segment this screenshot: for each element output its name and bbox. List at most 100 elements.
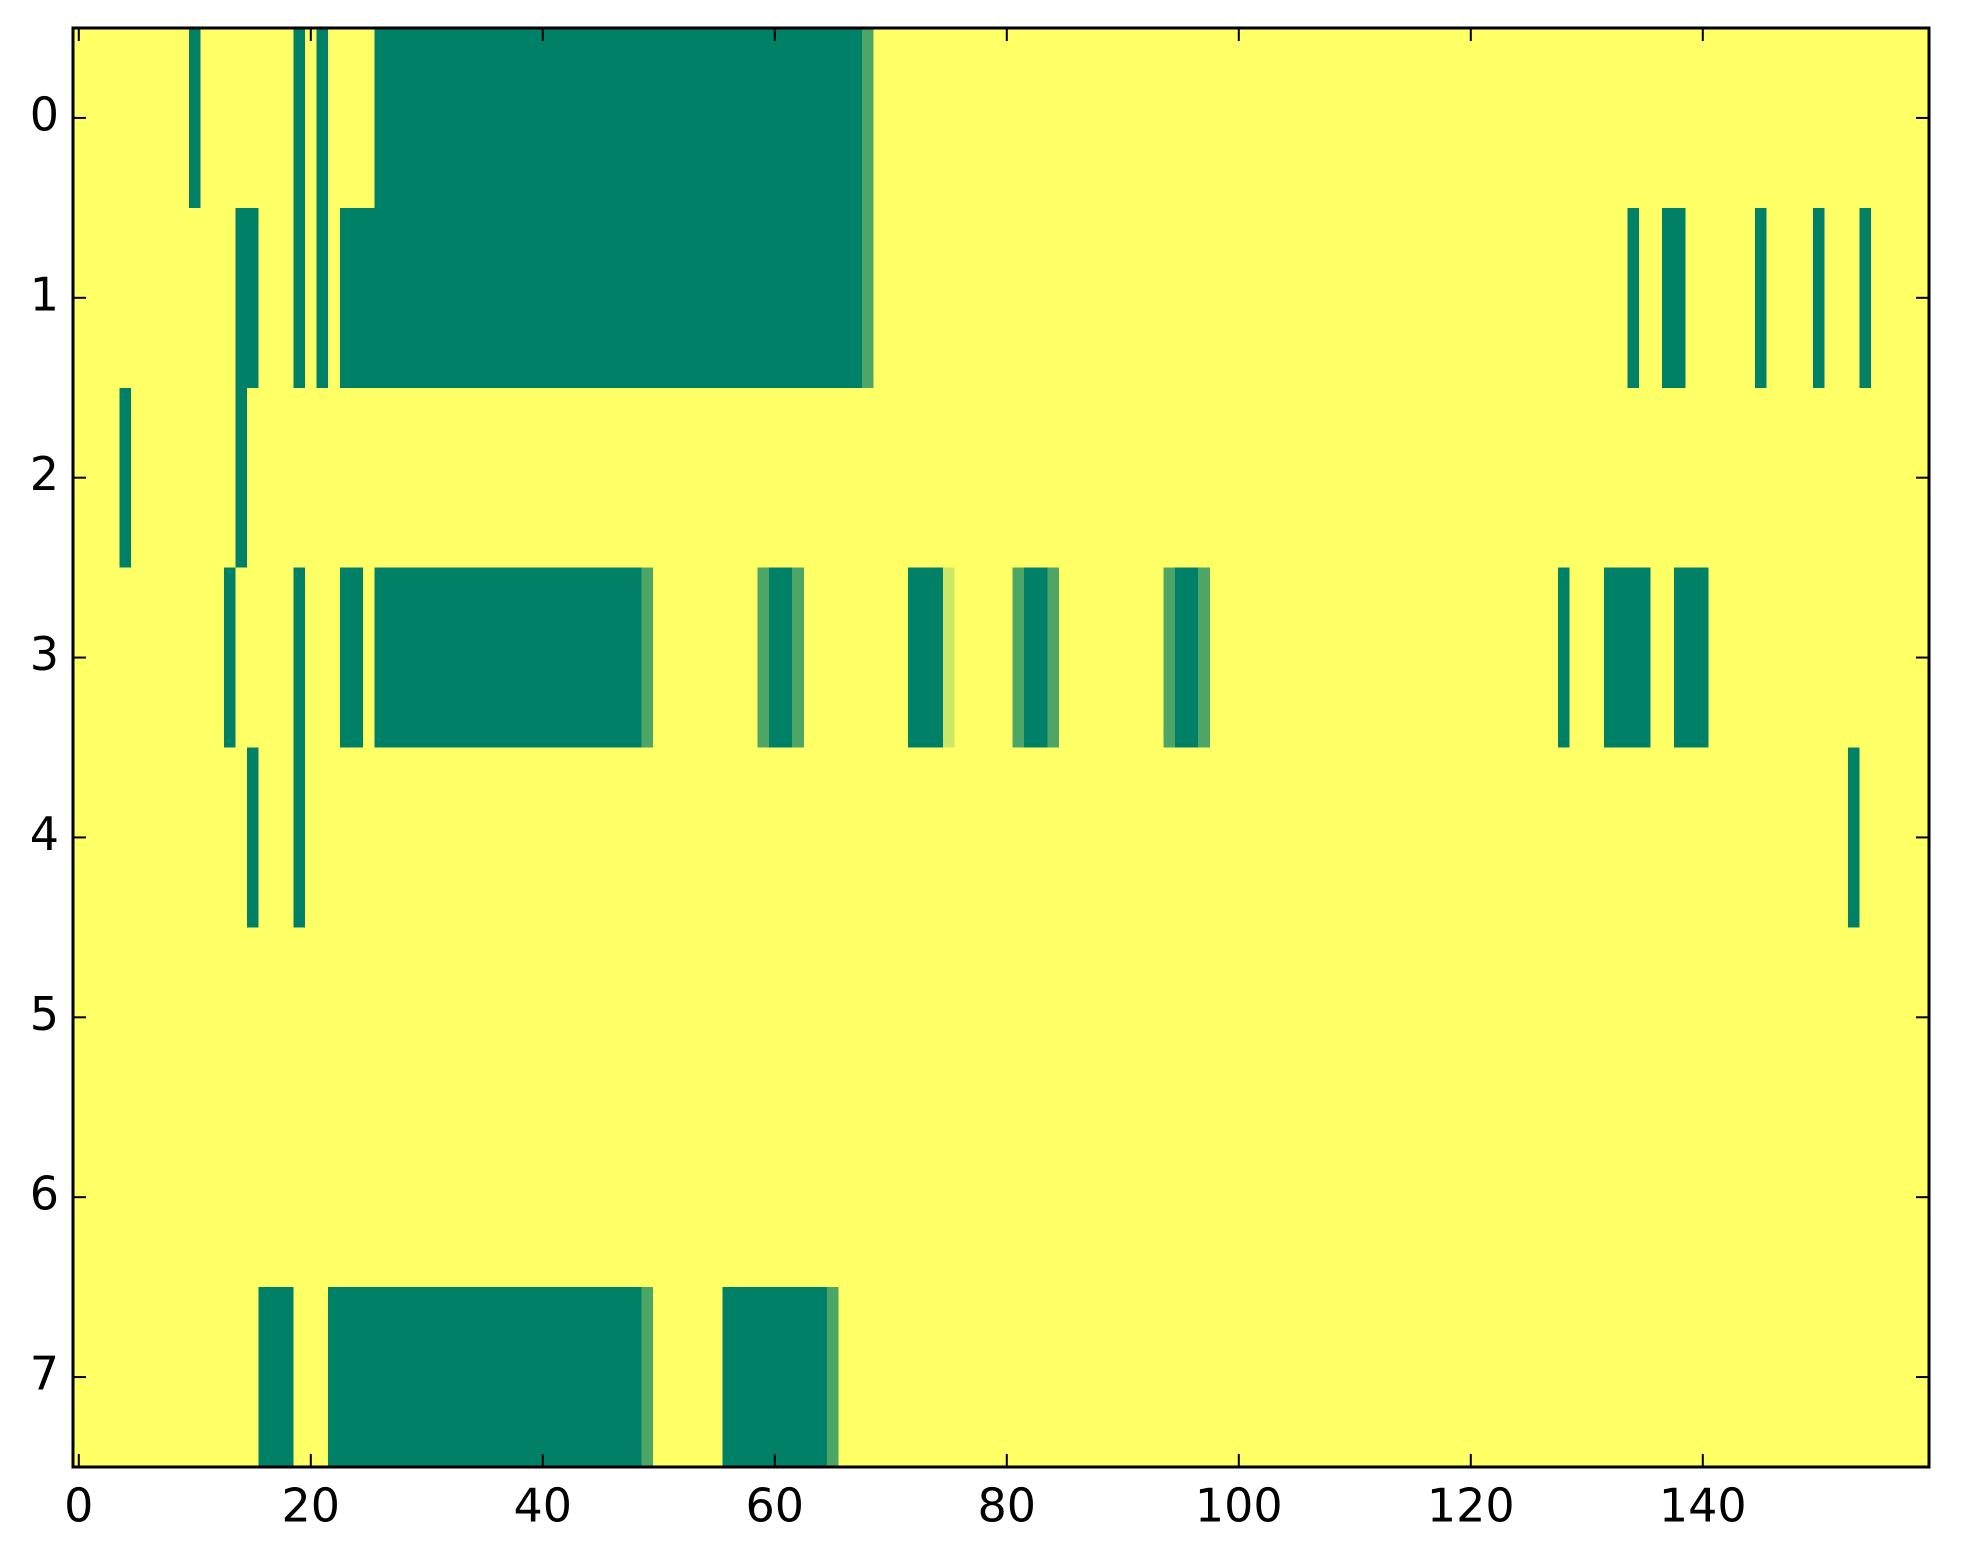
cell — [1534, 207, 1547, 389]
cell — [1128, 567, 1141, 748]
cell — [1465, 567, 1478, 748]
cell — [1209, 1107, 1222, 1288]
cell — [1070, 207, 1083, 389]
cell — [1743, 1107, 1756, 1288]
cell — [1163, 1107, 1176, 1288]
cell — [1755, 387, 1768, 569]
cell — [316, 207, 329, 389]
cell — [177, 567, 190, 748]
cell — [1557, 1107, 1570, 1288]
cell — [339, 387, 352, 569]
cell — [653, 567, 666, 748]
cell — [293, 747, 306, 928]
cell — [1685, 28, 1698, 209]
cell — [1801, 927, 1814, 1108]
cell — [189, 567, 202, 748]
cell — [1105, 28, 1118, 209]
cell — [1476, 927, 1489, 1108]
cell — [1847, 387, 1860, 569]
cell — [571, 747, 584, 928]
cell — [409, 387, 422, 569]
cell — [1117, 1287, 1130, 1468]
cell — [467, 387, 480, 569]
cell — [165, 927, 178, 1108]
cell — [1882, 927, 1895, 1108]
cell — [363, 28, 376, 209]
cell — [595, 1107, 608, 1288]
cell — [165, 1107, 178, 1288]
x-tick-label: 40 — [514, 1479, 573, 1533]
cell — [1743, 747, 1756, 928]
cell — [1755, 747, 1768, 928]
cell — [1198, 28, 1211, 209]
cell — [1151, 387, 1164, 569]
cell — [618, 927, 631, 1108]
cell — [1267, 387, 1280, 569]
cell — [548, 1107, 561, 1288]
cell — [1070, 387, 1083, 569]
cell — [1012, 207, 1025, 389]
cell — [131, 1287, 144, 1468]
cell — [1082, 1287, 1095, 1468]
cell — [1140, 28, 1153, 209]
cell — [1581, 1107, 1594, 1288]
cell — [1418, 28, 1431, 209]
cell — [270, 387, 283, 569]
cell — [1395, 28, 1408, 209]
cell — [247, 1287, 260, 1468]
cell — [1824, 28, 1837, 209]
cell — [1140, 1107, 1153, 1288]
cell — [722, 1107, 735, 1288]
cell — [641, 387, 654, 569]
cell — [676, 28, 689, 209]
cell — [316, 747, 329, 928]
cell — [769, 1107, 782, 1288]
cell — [711, 927, 724, 1108]
cell — [1279, 387, 1292, 569]
cell — [931, 28, 944, 209]
cell — [699, 747, 712, 928]
cell — [421, 207, 434, 389]
cell — [397, 28, 410, 209]
cell — [1766, 207, 1779, 389]
cell — [1012, 567, 1025, 748]
cell — [1778, 567, 1791, 748]
cell — [583, 567, 596, 748]
cell — [513, 28, 526, 209]
cell — [1395, 1107, 1408, 1288]
cell — [1662, 927, 1675, 1108]
cell — [1662, 747, 1675, 928]
cell — [119, 1107, 132, 1288]
cell — [1441, 927, 1454, 1108]
cell — [1256, 1287, 1269, 1468]
cell — [1639, 387, 1652, 569]
cell — [595, 28, 608, 209]
cell — [1128, 207, 1141, 389]
cell — [1882, 1107, 1895, 1288]
cell — [1383, 567, 1396, 748]
cell — [757, 207, 770, 389]
cell — [966, 207, 979, 389]
cell — [107, 387, 120, 569]
cell — [629, 387, 642, 569]
cell — [1824, 207, 1837, 389]
cell — [583, 28, 596, 209]
cell — [687, 567, 700, 748]
cell — [1163, 1287, 1176, 1468]
cell — [618, 1107, 631, 1288]
cell — [1024, 1287, 1037, 1468]
cell — [1314, 1287, 1327, 1468]
cell — [1151, 927, 1164, 1108]
cell — [1755, 1287, 1768, 1468]
cell — [1233, 927, 1246, 1108]
cell — [432, 1107, 445, 1288]
cell — [374, 1287, 387, 1468]
cell — [1685, 207, 1698, 389]
cell — [247, 1107, 260, 1288]
cell — [827, 927, 840, 1108]
cell — [873, 747, 886, 928]
cell — [896, 387, 909, 569]
cell — [96, 28, 109, 209]
cell — [1418, 747, 1431, 928]
cell — [1151, 28, 1164, 209]
